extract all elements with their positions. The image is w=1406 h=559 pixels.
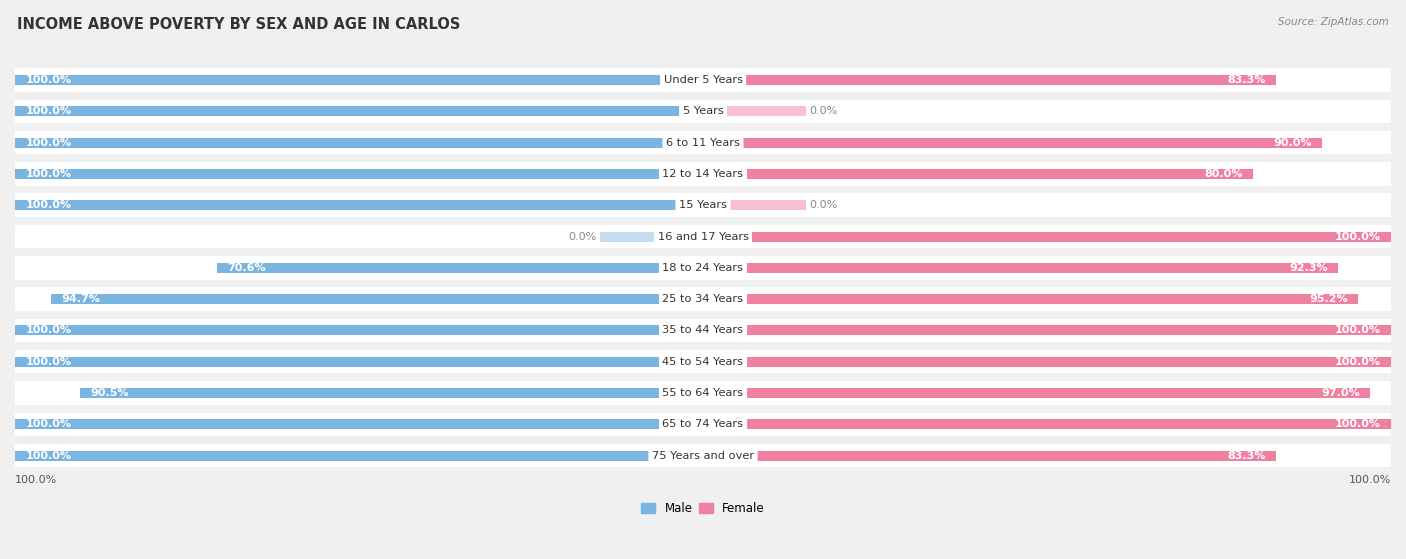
Bar bbox=[703, 357, 1391, 367]
Text: 0.0%: 0.0% bbox=[568, 231, 596, 241]
Text: 100.0%: 100.0% bbox=[25, 419, 72, 429]
Bar bbox=[703, 256, 1391, 280]
Bar bbox=[703, 169, 1253, 179]
Bar bbox=[15, 200, 703, 210]
Bar bbox=[703, 100, 1391, 123]
Text: 80.0%: 80.0% bbox=[1205, 169, 1243, 179]
Text: 100.0%: 100.0% bbox=[1348, 475, 1391, 485]
Bar bbox=[703, 388, 1371, 398]
Bar bbox=[15, 319, 703, 342]
Bar bbox=[15, 381, 703, 405]
Text: 16 and 17 Years: 16 and 17 Years bbox=[658, 231, 748, 241]
Text: 100.0%: 100.0% bbox=[25, 106, 72, 116]
Bar bbox=[15, 287, 703, 311]
Bar bbox=[15, 68, 703, 92]
Bar bbox=[703, 106, 806, 116]
Text: 18 to 24 Years: 18 to 24 Years bbox=[662, 263, 744, 273]
Bar bbox=[703, 131, 1391, 154]
Text: 65 to 74 Years: 65 to 74 Years bbox=[662, 419, 744, 429]
Bar bbox=[703, 419, 1391, 429]
Text: 35 to 44 Years: 35 to 44 Years bbox=[662, 325, 744, 335]
Text: Under 5 Years: Under 5 Years bbox=[664, 75, 742, 85]
Text: 100.0%: 100.0% bbox=[25, 138, 72, 148]
Bar bbox=[703, 231, 1391, 241]
Bar bbox=[703, 225, 1391, 248]
Bar bbox=[703, 200, 806, 210]
Bar bbox=[15, 138, 703, 148]
Bar bbox=[15, 444, 703, 467]
Text: 100.0%: 100.0% bbox=[25, 451, 72, 461]
Text: 100.0%: 100.0% bbox=[1334, 357, 1381, 367]
Text: 100.0%: 100.0% bbox=[1334, 231, 1381, 241]
Text: 5 Years: 5 Years bbox=[683, 106, 723, 116]
Text: 100.0%: 100.0% bbox=[25, 357, 72, 367]
Text: INCOME ABOVE POVERTY BY SEX AND AGE IN CARLOS: INCOME ABOVE POVERTY BY SEX AND AGE IN C… bbox=[17, 17, 460, 32]
Text: 83.3%: 83.3% bbox=[1227, 75, 1265, 85]
Text: 100.0%: 100.0% bbox=[25, 325, 72, 335]
Bar bbox=[703, 287, 1391, 311]
Bar bbox=[15, 193, 703, 217]
Text: 90.5%: 90.5% bbox=[90, 388, 129, 398]
Bar bbox=[600, 231, 703, 241]
Text: 97.0%: 97.0% bbox=[1322, 388, 1360, 398]
Bar bbox=[703, 451, 1277, 461]
Bar bbox=[80, 388, 703, 398]
Text: 0.0%: 0.0% bbox=[810, 106, 838, 116]
Legend: Male, Female: Male, Female bbox=[637, 498, 769, 520]
Bar bbox=[703, 319, 1391, 342]
Text: 83.3%: 83.3% bbox=[1227, 451, 1265, 461]
Bar bbox=[15, 325, 703, 335]
Text: 0.0%: 0.0% bbox=[810, 200, 838, 210]
Text: 100.0%: 100.0% bbox=[25, 169, 72, 179]
Text: 100.0%: 100.0% bbox=[15, 475, 58, 485]
Bar bbox=[703, 294, 1358, 304]
Bar bbox=[15, 256, 703, 280]
Bar bbox=[703, 413, 1391, 436]
Bar bbox=[15, 225, 703, 248]
Bar bbox=[52, 294, 703, 304]
Text: 55 to 64 Years: 55 to 64 Years bbox=[662, 388, 744, 398]
Text: 90.0%: 90.0% bbox=[1274, 138, 1312, 148]
Bar bbox=[15, 169, 703, 179]
Bar bbox=[15, 350, 703, 373]
Bar bbox=[15, 162, 703, 186]
Bar bbox=[703, 263, 1339, 273]
Text: 75 Years and over: 75 Years and over bbox=[652, 451, 754, 461]
Bar bbox=[15, 106, 703, 116]
Bar bbox=[703, 75, 1277, 85]
Text: 92.3%: 92.3% bbox=[1289, 263, 1327, 273]
Bar bbox=[703, 138, 1322, 148]
Text: 100.0%: 100.0% bbox=[1334, 325, 1381, 335]
Bar bbox=[15, 100, 703, 123]
Text: 12 to 14 Years: 12 to 14 Years bbox=[662, 169, 744, 179]
Bar bbox=[15, 413, 703, 436]
Bar bbox=[703, 325, 1391, 335]
Bar bbox=[15, 75, 703, 85]
Bar bbox=[703, 68, 1391, 92]
Bar bbox=[15, 419, 703, 429]
Bar bbox=[703, 193, 1391, 217]
Bar bbox=[15, 357, 703, 367]
Bar bbox=[703, 350, 1391, 373]
Text: 45 to 54 Years: 45 to 54 Years bbox=[662, 357, 744, 367]
Text: 100.0%: 100.0% bbox=[25, 75, 72, 85]
Bar bbox=[703, 162, 1391, 186]
Text: 95.2%: 95.2% bbox=[1309, 294, 1348, 304]
Bar bbox=[703, 381, 1391, 405]
Text: 6 to 11 Years: 6 to 11 Years bbox=[666, 138, 740, 148]
Text: 70.6%: 70.6% bbox=[228, 263, 266, 273]
Text: 100.0%: 100.0% bbox=[1334, 419, 1381, 429]
Bar bbox=[703, 444, 1391, 467]
Bar bbox=[218, 263, 703, 273]
Bar bbox=[15, 451, 703, 461]
Text: 25 to 34 Years: 25 to 34 Years bbox=[662, 294, 744, 304]
Text: Source: ZipAtlas.com: Source: ZipAtlas.com bbox=[1278, 17, 1389, 27]
Text: 15 Years: 15 Years bbox=[679, 200, 727, 210]
Text: 100.0%: 100.0% bbox=[25, 200, 72, 210]
Bar bbox=[15, 131, 703, 154]
Text: 94.7%: 94.7% bbox=[62, 294, 101, 304]
